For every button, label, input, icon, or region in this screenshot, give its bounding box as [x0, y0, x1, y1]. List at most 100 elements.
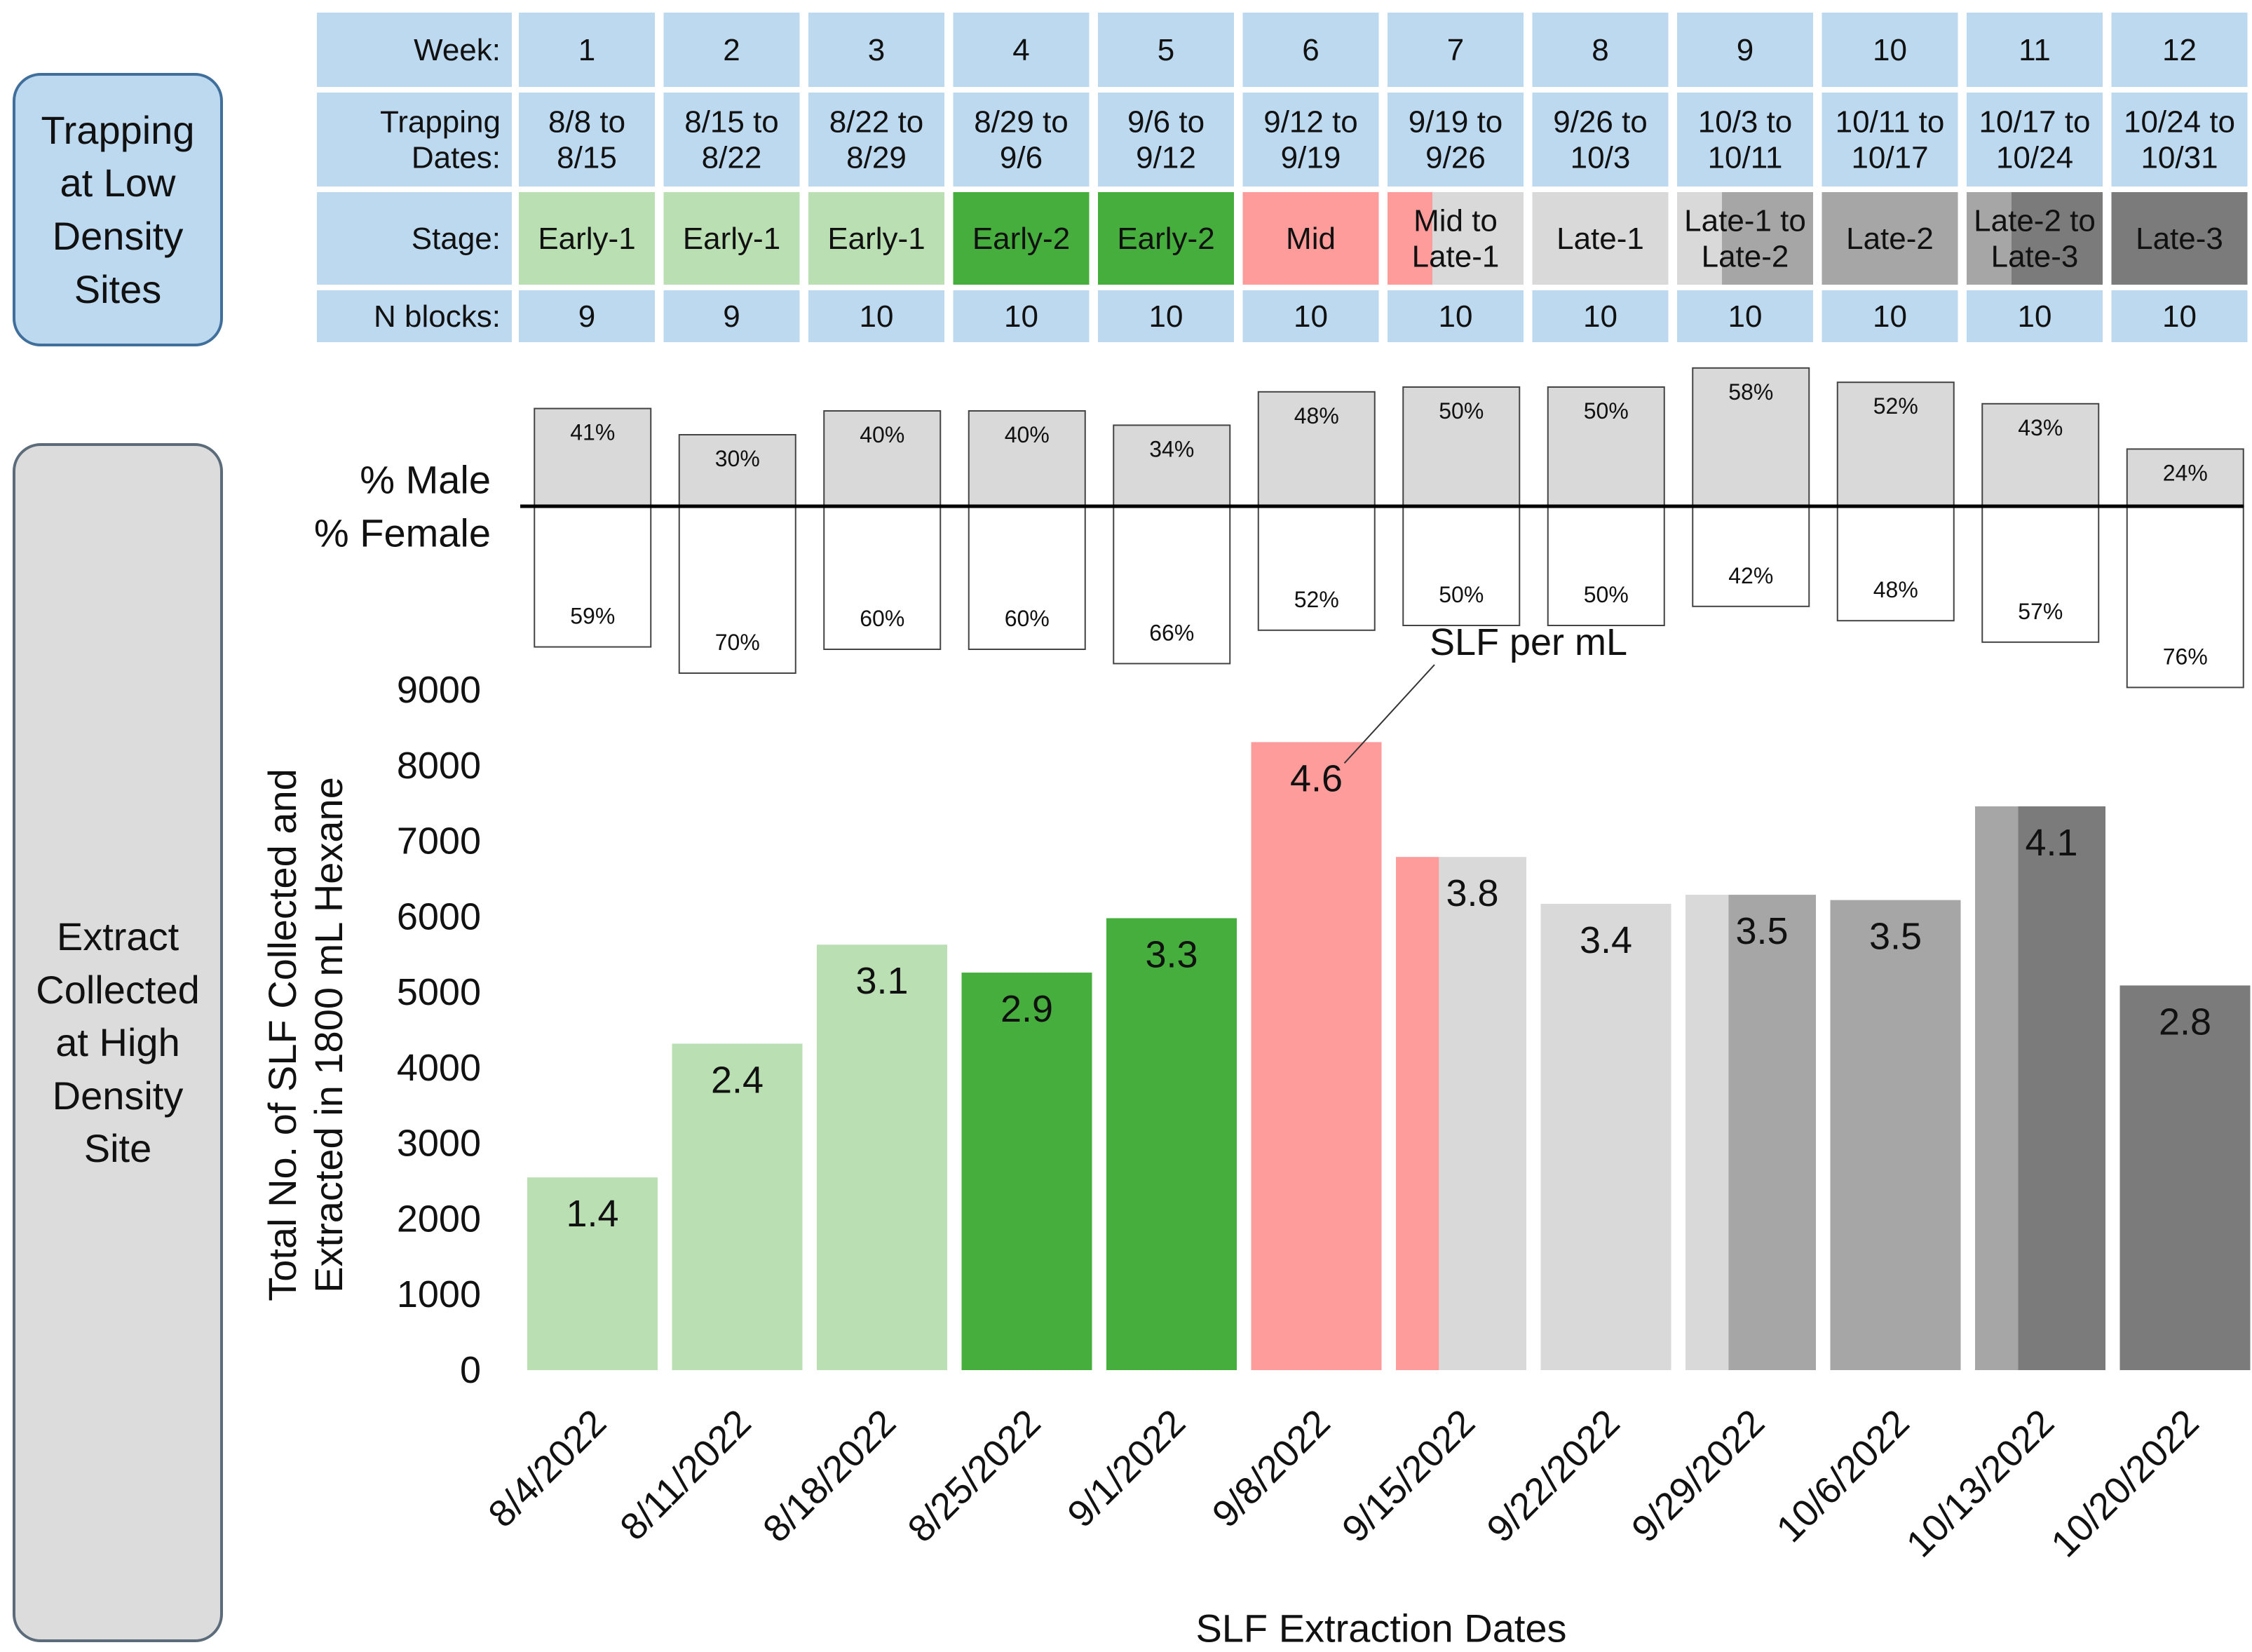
y-tick-label: 7000 [397, 820, 481, 862]
bar [961, 973, 1092, 1370]
dates-cell [1242, 93, 1379, 187]
male-percent-box [1981, 402, 2100, 507]
dates-cell [808, 93, 944, 187]
week-cell [663, 13, 800, 87]
table-row-label-cell [317, 13, 512, 87]
stage-label: Late-2 [1846, 222, 1934, 256]
stage-cell [953, 192, 1090, 285]
male-percent: 50% [1584, 398, 1629, 424]
female-percent: 42% [1728, 563, 1773, 588]
female-percent: 48% [1873, 577, 1918, 602]
n-blocks-value: 10 [1439, 299, 1473, 334]
dates-cell [519, 93, 655, 187]
week-number: 8 [1592, 33, 1608, 67]
week-number: 11 [2019, 33, 2051, 67]
trapping-dates: 10/3 to 10/11 [1698, 104, 1793, 175]
stage-cell-part [1677, 192, 1723, 285]
trapping-dates: 9/19 to 9/26 [1409, 104, 1503, 175]
dates-cell [1967, 93, 2103, 187]
bar-data-label: 3.1 [855, 960, 908, 1002]
female-percent: 60% [860, 606, 904, 631]
annotation-leader-line [1343, 664, 1435, 764]
extract-high-density-label: Extract Collected at High Density Site [13, 443, 223, 1642]
stage-cell [1822, 192, 1958, 285]
stage-cell [1098, 192, 1234, 285]
n-blocks-value: 10 [1149, 299, 1183, 334]
male-percent: 40% [860, 422, 904, 447]
bar [817, 945, 947, 1370]
female-percent-box [968, 506, 1086, 650]
y-tick-label: 2000 [397, 1198, 481, 1240]
stage-cell-part [1388, 192, 1433, 285]
bar-segment [1728, 895, 1816, 1370]
female-percent-box [534, 506, 652, 648]
n-blocks-value: 10 [1294, 299, 1328, 334]
bar-data-label: 3.8 [1446, 872, 1498, 914]
stage-cell [2111, 192, 2248, 285]
n-blocks-value: 9 [578, 299, 595, 334]
bar-segment [1396, 857, 1439, 1370]
bar-data-label: 4.6 [1290, 757, 1343, 799]
stage-cell [1532, 192, 1669, 285]
x-tick-label: 9/22/2022 [1479, 1402, 1627, 1550]
y-axis-label: Total No. of SLF Collected andExtracted … [260, 769, 351, 1301]
x-tick-label: 9/29/2022 [1624, 1402, 1772, 1550]
bar [1540, 904, 1671, 1370]
male-percent: 24% [2163, 460, 2208, 485]
x-tick-label: 8/4/2022 [480, 1402, 614, 1536]
n-blocks-value: 10 [1004, 299, 1038, 334]
bar-data-label: 2.4 [711, 1059, 764, 1101]
x-tick-label: 9/8/2022 [1205, 1402, 1338, 1536]
x-tick-label: 9/15/2022 [1334, 1402, 1483, 1550]
female-percent-box [1836, 506, 1955, 622]
female-percent-box [1113, 506, 1231, 665]
bar-data-label: 1.4 [566, 1193, 618, 1235]
female-percent: 66% [1149, 620, 1194, 645]
week-number: 3 [868, 33, 885, 67]
stage-cell-part [2012, 192, 2103, 285]
dates-cell [953, 93, 1090, 187]
nblocks-cell [1967, 290, 2103, 342]
nblocks-cell [1388, 290, 1524, 342]
stage-cell-part [1722, 192, 1813, 285]
trapping-dates: 8/22 to 8/29 [829, 104, 924, 175]
stage-label: Late-1 to Late-2 [1684, 203, 1806, 273]
table-row-label: Stage: [412, 222, 501, 256]
bar [672, 1043, 803, 1370]
x-tick-label: 8/18/2022 [755, 1402, 904, 1550]
bar-segment [1439, 857, 1526, 1370]
trapping-dates: 10/24 to 10/31 [2124, 104, 2235, 175]
stage-label: Early-2 [972, 222, 1070, 256]
male-percent-box [1402, 386, 1521, 507]
bar [527, 1177, 658, 1370]
stage-label: Early-1 [683, 222, 780, 256]
male-label: % Male [360, 458, 491, 502]
stage-label: Late-2 to Late-3 [1974, 203, 2096, 273]
week-number: 10 [1873, 33, 1907, 67]
bar-data-label: 3.5 [1869, 916, 1922, 958]
nblocks-cell [953, 290, 1090, 342]
bar-data-label: 3.5 [1735, 910, 1788, 952]
bar [1106, 918, 1237, 1370]
stage-cell [808, 192, 944, 285]
male-percent-box [823, 410, 942, 507]
week-number: 5 [1158, 33, 1174, 67]
stage-cell-part [1967, 192, 2012, 285]
bar-data-label: 3.4 [1580, 919, 1632, 961]
x-tick-label: 8/11/2022 [612, 1402, 759, 1548]
nblocks-cell [1532, 290, 1669, 342]
dates-cell [1677, 93, 1813, 187]
week-number: 6 [1302, 33, 1319, 67]
dates-cell [1388, 93, 1524, 187]
week-cell [2111, 13, 2248, 87]
nblocks-cell [1242, 290, 1379, 342]
dates-cell [663, 93, 800, 187]
female-percent-box [823, 506, 942, 650]
female-percent: 50% [1584, 582, 1629, 607]
trapping-dates: 8/29 to 9/6 [974, 104, 1069, 175]
dates-cell [1098, 93, 1234, 187]
female-percent-box [2126, 506, 2244, 689]
male-percent: 52% [1873, 393, 1918, 419]
week-cell [1967, 13, 2103, 87]
